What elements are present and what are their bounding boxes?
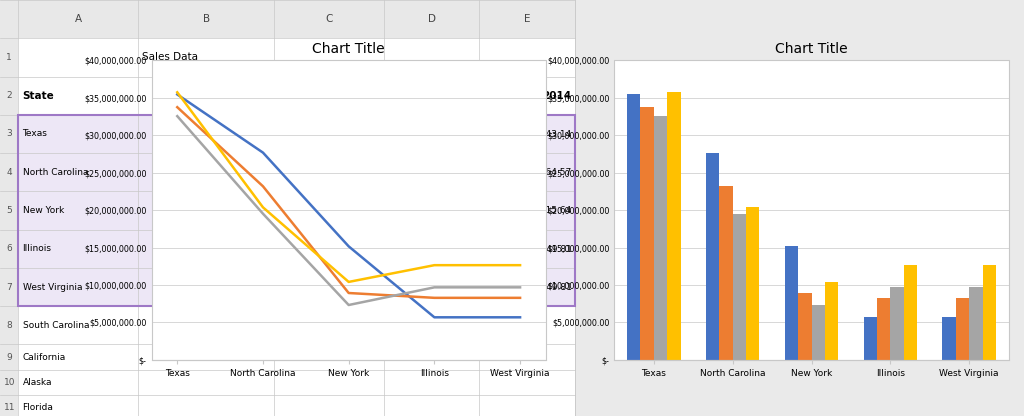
Text: 2014: 2014: [543, 91, 571, 101]
FancyBboxPatch shape: [18, 115, 575, 153]
Text: $ 33,741,920.96: $ 33,741,920.96: [305, 129, 380, 139]
Text: 9: 9: [6, 353, 12, 362]
Text: $  8,925,318.23: $ 8,925,318.23: [308, 206, 380, 215]
Legend: Series1, Series2, Series3, Series4: Series1, Series2, Series3, Series4: [216, 414, 481, 416]
Text: $  9,681,824.60: $ 9,681,824.60: [403, 282, 475, 292]
Bar: [653, 116, 668, 360]
Text: 2: 2: [6, 91, 12, 100]
Bar: [668, 92, 681, 360]
Text: $ 27,674,230.52: $ 27,674,230.52: [197, 168, 270, 177]
Text: A: A: [75, 14, 82, 24]
Text: $ 35,731,843.14: $ 35,731,843.14: [497, 129, 571, 139]
Text: $  8,280,447.26: $ 8,280,447.26: [309, 244, 380, 253]
Text: West Virginia: West Virginia: [23, 282, 82, 292]
Text: $ 23,177,294.39: $ 23,177,294.39: [306, 168, 380, 177]
Text: D: D: [428, 14, 435, 24]
Text: State: State: [23, 91, 54, 101]
Bar: [877, 298, 891, 360]
Text: $ 32,546,249.78: $ 32,546,249.78: [401, 129, 475, 139]
Legend: Series1, Series2, Series3, Series4: Series1, Series2, Series3, Series4: [693, 414, 930, 416]
Text: 11: 11: [3, 404, 15, 412]
Title: Chart Title: Chart Title: [775, 42, 848, 57]
Text: Texas: Texas: [23, 129, 47, 139]
FancyBboxPatch shape: [18, 77, 575, 115]
Text: California: California: [23, 353, 66, 362]
Text: $  5,680,177.96: $ 5,680,177.96: [199, 282, 270, 292]
Text: $ 35,443,672.40: $ 35,443,672.40: [197, 129, 270, 139]
Text: Florida: Florida: [23, 404, 53, 412]
Text: 6: 6: [6, 244, 12, 253]
Title: Chart Title: Chart Title: [312, 42, 385, 57]
Text: Sales Data: Sales Data: [142, 52, 199, 62]
Text: $  9,681,824.60: $ 9,681,824.60: [403, 244, 475, 253]
Bar: [706, 153, 719, 360]
Text: $ 12,642,449.81: $ 12,642,449.81: [498, 282, 571, 292]
Text: 2011: 2011: [242, 91, 270, 101]
Text: South Carolina: South Carolina: [23, 321, 89, 330]
Bar: [969, 287, 983, 360]
Text: 4: 4: [6, 168, 12, 177]
Text: Illinois: Illinois: [23, 244, 51, 253]
Text: $ 10,405,515.64: $ 10,405,515.64: [497, 206, 571, 215]
Text: $  8,280,447.26: $ 8,280,447.26: [309, 282, 380, 292]
Text: 5: 5: [6, 206, 12, 215]
Text: North Carolina: North Carolina: [23, 168, 88, 177]
Text: $  7,323,069.39: $ 7,323,069.39: [403, 206, 475, 215]
Text: $ 20,366,564.57: $ 20,366,564.57: [497, 168, 571, 177]
Bar: [811, 305, 825, 360]
FancyBboxPatch shape: [18, 268, 575, 306]
Bar: [983, 265, 996, 360]
Bar: [733, 214, 746, 360]
Text: 3: 3: [6, 129, 12, 139]
Text: 2012: 2012: [351, 91, 380, 101]
Text: E: E: [524, 14, 530, 24]
Text: Alaska: Alaska: [23, 378, 52, 387]
Bar: [640, 107, 653, 360]
FancyBboxPatch shape: [0, 0, 18, 416]
Text: $ 15,157,128.02: $ 15,157,128.02: [196, 206, 270, 215]
FancyBboxPatch shape: [0, 0, 575, 38]
Text: New York: New York: [23, 206, 63, 215]
Bar: [627, 94, 640, 360]
Text: 8: 8: [6, 321, 12, 330]
Text: 2013: 2013: [446, 91, 475, 101]
FancyBboxPatch shape: [18, 191, 575, 230]
Text: 7: 7: [6, 282, 12, 292]
Text: 1: 1: [6, 53, 12, 62]
Text: $  5,680,177.96: $ 5,680,177.96: [199, 244, 270, 253]
FancyBboxPatch shape: [18, 0, 575, 416]
Text: $ 12,642,449.81: $ 12,642,449.81: [498, 244, 571, 253]
Bar: [746, 207, 760, 360]
Text: B: B: [203, 14, 210, 24]
Bar: [904, 265, 918, 360]
Text: 10: 10: [3, 378, 15, 387]
FancyBboxPatch shape: [18, 153, 575, 191]
FancyBboxPatch shape: [18, 230, 575, 268]
Bar: [798, 293, 811, 360]
Bar: [942, 317, 955, 360]
Bar: [890, 287, 904, 360]
Bar: [719, 186, 733, 360]
Bar: [825, 282, 839, 360]
Text: $ 19,515,039.67: $ 19,515,039.67: [400, 168, 475, 177]
Text: C: C: [326, 14, 333, 24]
Bar: [955, 298, 970, 360]
Bar: [784, 246, 798, 360]
Bar: [863, 317, 877, 360]
